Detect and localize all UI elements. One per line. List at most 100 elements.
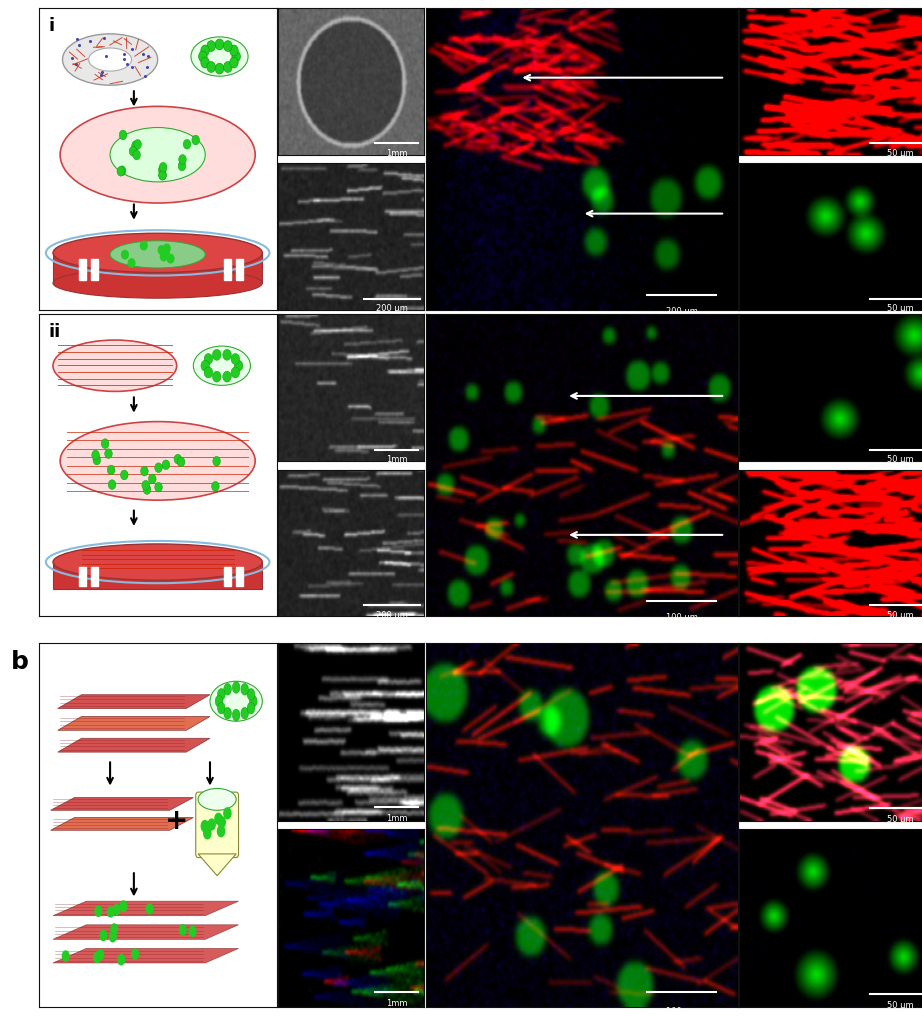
Text: 50 μm: 50 μm — [887, 150, 914, 159]
Text: 1mm: 1mm — [385, 814, 408, 822]
Circle shape — [179, 155, 186, 164]
Circle shape — [140, 242, 148, 250]
Ellipse shape — [60, 422, 255, 500]
Circle shape — [215, 695, 223, 707]
Polygon shape — [51, 798, 194, 810]
Ellipse shape — [110, 241, 206, 268]
Circle shape — [213, 457, 220, 466]
Circle shape — [201, 57, 209, 68]
Circle shape — [204, 353, 213, 365]
Text: 1mm: 1mm — [385, 150, 408, 159]
Circle shape — [162, 249, 169, 257]
Text: 50 μm: 50 μm — [887, 610, 914, 620]
Polygon shape — [198, 854, 236, 876]
Circle shape — [92, 451, 100, 460]
Circle shape — [218, 702, 225, 714]
Bar — [91, 259, 98, 280]
Polygon shape — [58, 694, 210, 709]
Text: 200 μm: 200 μm — [666, 307, 697, 316]
Circle shape — [163, 244, 171, 253]
Circle shape — [160, 252, 167, 261]
Circle shape — [117, 167, 124, 176]
Circle shape — [101, 439, 109, 449]
Circle shape — [201, 820, 208, 831]
Circle shape — [97, 950, 103, 959]
Polygon shape — [58, 738, 210, 752]
Bar — [91, 566, 98, 586]
Polygon shape — [58, 717, 210, 730]
FancyBboxPatch shape — [195, 793, 239, 857]
Circle shape — [129, 146, 136, 156]
Circle shape — [224, 683, 231, 695]
Text: 50 μm: 50 μm — [887, 456, 914, 465]
Circle shape — [247, 688, 254, 700]
Text: 50 μm: 50 μm — [887, 815, 914, 824]
Circle shape — [231, 353, 240, 365]
Circle shape — [218, 688, 225, 700]
Circle shape — [250, 695, 257, 707]
Circle shape — [232, 682, 240, 693]
Circle shape — [132, 141, 139, 151]
Circle shape — [111, 924, 117, 934]
Circle shape — [121, 470, 128, 480]
Circle shape — [223, 41, 232, 51]
Circle shape — [223, 372, 231, 382]
Circle shape — [230, 45, 238, 56]
Text: 50 μm: 50 μm — [887, 304, 914, 313]
Bar — [224, 566, 231, 586]
Bar — [53, 562, 263, 589]
Circle shape — [219, 817, 225, 827]
Circle shape — [159, 246, 165, 254]
Ellipse shape — [53, 340, 177, 391]
Text: 100 μm: 100 μm — [666, 1007, 697, 1016]
Circle shape — [183, 139, 191, 150]
Circle shape — [147, 904, 153, 913]
Circle shape — [100, 931, 107, 941]
Circle shape — [140, 466, 148, 476]
Circle shape — [247, 702, 254, 714]
Circle shape — [204, 827, 211, 839]
Circle shape — [107, 907, 114, 916]
Bar — [79, 259, 87, 280]
Text: 200 μm: 200 μm — [376, 610, 408, 620]
Circle shape — [201, 360, 209, 371]
Circle shape — [133, 151, 140, 160]
Circle shape — [113, 904, 120, 914]
Circle shape — [132, 949, 138, 959]
Circle shape — [231, 51, 241, 62]
Circle shape — [93, 456, 100, 465]
Circle shape — [119, 130, 127, 139]
Ellipse shape — [53, 544, 263, 581]
Circle shape — [178, 161, 185, 171]
Ellipse shape — [53, 233, 263, 272]
Circle shape — [192, 135, 199, 144]
Ellipse shape — [89, 48, 132, 71]
Circle shape — [162, 460, 170, 470]
Circle shape — [207, 61, 216, 73]
Circle shape — [215, 813, 222, 824]
Circle shape — [180, 925, 186, 935]
Circle shape — [241, 708, 249, 719]
Circle shape — [202, 821, 209, 833]
Circle shape — [122, 251, 128, 259]
Polygon shape — [51, 817, 194, 830]
Circle shape — [207, 41, 216, 51]
Circle shape — [241, 683, 249, 695]
Circle shape — [212, 349, 221, 360]
Circle shape — [148, 474, 156, 483]
Circle shape — [212, 372, 221, 382]
Text: +: + — [165, 807, 188, 836]
Text: 50 μm: 50 μm — [887, 1001, 914, 1011]
Circle shape — [128, 259, 135, 267]
Circle shape — [159, 170, 166, 180]
Circle shape — [201, 45, 209, 56]
Text: 1mm: 1mm — [385, 456, 408, 465]
Circle shape — [232, 710, 240, 721]
Text: b: b — [10, 650, 29, 675]
Circle shape — [134, 139, 141, 150]
Circle shape — [234, 360, 242, 371]
Circle shape — [159, 165, 166, 175]
Text: 100 μm: 100 μm — [666, 613, 697, 623]
Bar — [236, 259, 243, 280]
Circle shape — [110, 932, 116, 942]
